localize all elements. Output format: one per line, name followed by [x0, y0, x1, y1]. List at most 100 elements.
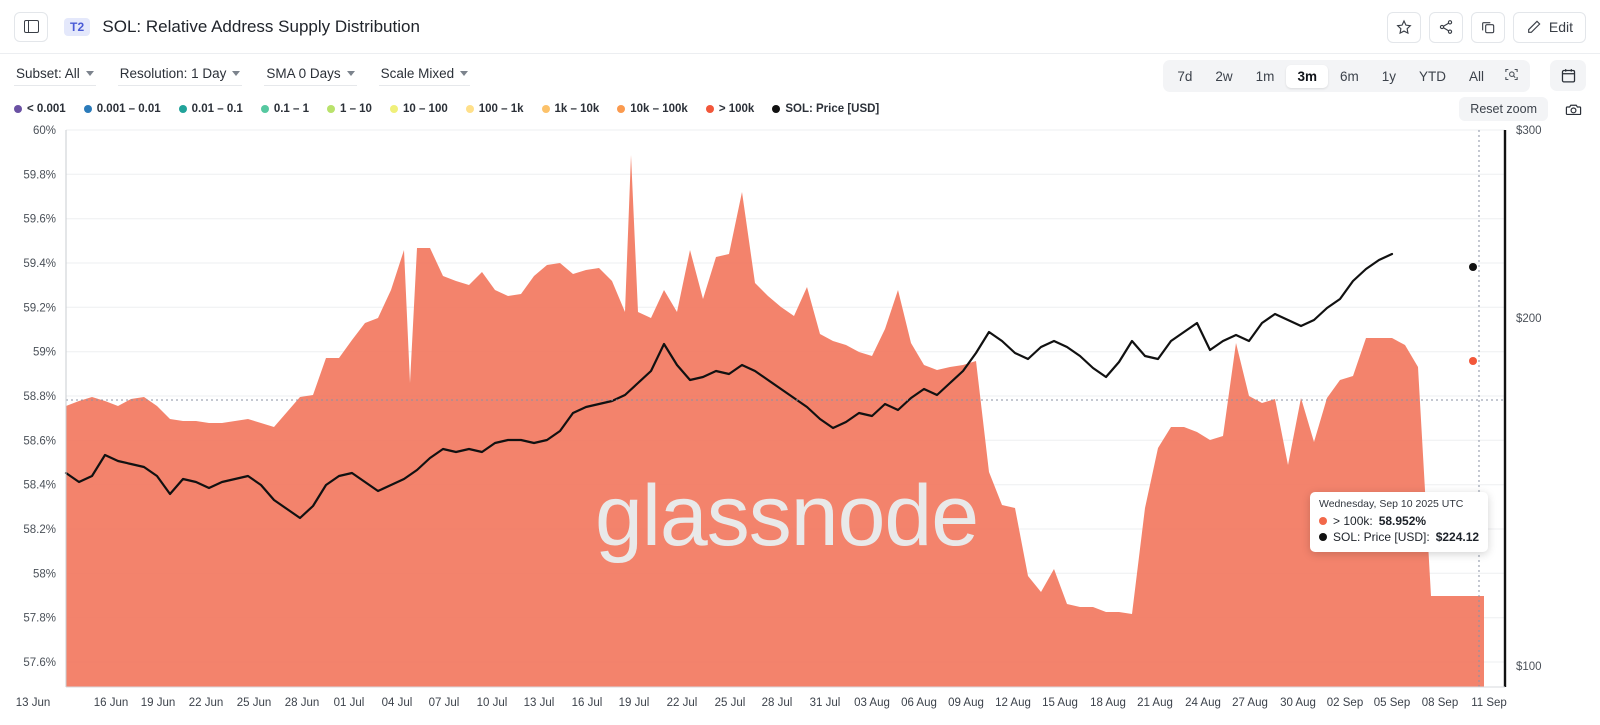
page-title: SOL: Relative Address Supply Distributio…	[102, 16, 420, 36]
chart-area[interactable]: glassnode 60% 59.8%	[0, 122, 1600, 725]
legend-item-1k-10k[interactable]: 1k – 10k	[541, 103, 599, 115]
legend-item-10k-100k[interactable]: 10k – 100k	[617, 103, 688, 115]
svg-text:59.8%: 59.8%	[23, 169, 56, 181]
svg-text:27 Aug: 27 Aug	[1232, 697, 1268, 709]
svg-text:16 Jun: 16 Jun	[94, 697, 129, 709]
chevron-down-icon	[85, 71, 94, 76]
svg-text:22 Jul: 22 Jul	[667, 697, 698, 709]
legend-swatch	[260, 105, 269, 113]
share-button[interactable]	[1428, 11, 1463, 43]
tooltip-value: 58.952%	[1378, 514, 1427, 528]
svg-text:07 Jul: 07 Jul	[429, 697, 460, 709]
star-icon	[1396, 19, 1412, 35]
range-1m[interactable]: 1m	[1255, 68, 1275, 84]
svg-text:04 Jul: 04 Jul	[382, 697, 413, 709]
zoom-select-icon	[1505, 68, 1518, 81]
legend-label: 1 – 10	[339, 103, 372, 115]
legend-item-0001-001[interactable]: 0.001 – 0.01	[83, 103, 161, 115]
svg-text:11 Sep: 11 Sep	[1471, 697, 1507, 709]
legend-label: < 0.001	[27, 103, 66, 115]
range-6m[interactable]: 6m	[1339, 68, 1359, 84]
sma-dropdown[interactable]: SMA 0 Days	[264, 64, 357, 86]
range-3m[interactable]: 3m	[1286, 64, 1328, 88]
x-axis-ticks: 13 Jun 16 Jun 19 Jun 22 Jun 25 Jun 28 Ju…	[16, 697, 1507, 709]
svg-text:13 Jun: 13 Jun	[16, 697, 51, 709]
legend-item-01-1[interactable]: 0.1 – 1	[260, 103, 309, 115]
svg-text:25 Jun: 25 Jun	[237, 697, 272, 709]
scale-dropdown[interactable]: Scale Mixed	[378, 64, 471, 86]
legend-label: SOL: Price [USD]	[785, 103, 880, 115]
zoom-select-button[interactable]	[1496, 63, 1527, 89]
svg-text:60%: 60%	[33, 125, 56, 137]
legend-swatch	[465, 105, 474, 113]
legend-item-1-10[interactable]: 1 – 10	[326, 103, 372, 115]
legend-label: 10 – 100	[402, 103, 448, 115]
tooltip-swatch	[1319, 517, 1327, 525]
series-line-sol-price	[64, 252, 1394, 520]
favorite-button[interactable]	[1386, 11, 1421, 43]
range-1y[interactable]: 1y	[1381, 68, 1396, 84]
chart-legend: < 0.001 0.001 – 0.01 0.01 – 0.1 0.1 – 1 …	[0, 96, 1600, 122]
svg-text:58.4%: 58.4%	[23, 480, 56, 492]
legend-label: 10k – 100k	[630, 103, 688, 115]
svg-text:15 Aug: 15 Aug	[1042, 697, 1078, 709]
legend-item-10-100[interactable]: 10 – 100	[389, 103, 448, 115]
legend-item-001-01[interactable]: 0.01 – 0.1	[178, 103, 243, 115]
reset-zoom-button[interactable]: Reset zoom	[1459, 97, 1548, 121]
sidebar-toggle-button[interactable]	[14, 11, 48, 42]
subset-dropdown[interactable]: Subset: All	[14, 64, 96, 86]
calendar-button[interactable]	[1550, 60, 1586, 91]
range-7d[interactable]: 7d	[1177, 68, 1193, 84]
tooltip-swatch	[1319, 533, 1327, 541]
legend-label: 100 – 1k	[478, 103, 524, 115]
svg-text:25 Jul: 25 Jul	[715, 697, 746, 709]
legend-item-lt-0001[interactable]: < 0.001	[14, 103, 66, 115]
resolution-dropdown-label: Resolution: 1 Day	[119, 66, 227, 81]
svg-text:06 Aug: 06 Aug	[901, 697, 937, 709]
watermark: glassnode	[595, 468, 979, 564]
chart-svg: 60% 59.8% 59.6% 59.4% 59.2% 59% 58.8% 58…	[16, 125, 1542, 709]
svg-text:59%: 59%	[33, 347, 56, 359]
svg-text:24 Aug: 24 Aug	[1185, 697, 1221, 709]
svg-text:58.2%: 58.2%	[23, 524, 56, 536]
sidebar-panel-icon	[23, 20, 39, 33]
svg-text:19 Jul: 19 Jul	[619, 697, 650, 709]
range-2w[interactable]: 2w	[1215, 68, 1233, 84]
series-area-gt100k	[66, 155, 1484, 687]
duplicate-button[interactable]	[1470, 11, 1505, 43]
legend-swatch	[617, 105, 626, 113]
range-ytd[interactable]: YTD	[1418, 68, 1446, 84]
svg-text:03 Aug: 03 Aug	[854, 697, 890, 709]
svg-text:02 Sep: 02 Sep	[1327, 697, 1363, 709]
time-range-selector: 7d 2w 1m 3m 6m 1y YTD All	[1163, 60, 1530, 92]
legend-swatch	[541, 105, 550, 113]
legend-label: 0.1 – 1	[273, 103, 309, 115]
range-all[interactable]: All	[1468, 68, 1484, 84]
legend-label: 0.01 – 0.1	[191, 103, 243, 115]
tooltip-label: > 100k:	[1333, 514, 1373, 528]
svg-text:57.6%: 57.6%	[23, 657, 56, 669]
edit-button[interactable]: Edit	[1512, 11, 1586, 43]
legend-swatch	[326, 105, 335, 113]
sma-dropdown-label: SMA 0 Days	[266, 66, 341, 81]
svg-text:59.4%: 59.4%	[23, 258, 56, 270]
calendar-icon	[1561, 69, 1575, 83]
svg-text:31 Jul: 31 Jul	[810, 697, 841, 709]
legend-item-100-1k[interactable]: 100 – 1k	[465, 103, 524, 115]
chart-tooltip: Wednesday, Sep 10 2025 UTC > 100k: 58.95…	[1310, 492, 1489, 552]
header-bar: T2 SOL: Relative Address Supply Distribu…	[0, 0, 1600, 54]
legend-item-sol-price[interactable]: SOL: Price [USD]	[772, 103, 879, 115]
edit-label: Edit	[1548, 19, 1573, 35]
svg-text:58.6%: 58.6%	[23, 435, 56, 447]
tooltip-row-gt100k: > 100k: 58.952%	[1319, 513, 1479, 529]
tooltip-label: SOL: Price [USD]:	[1333, 530, 1430, 544]
legend-label: 0.001 – 0.01	[96, 103, 161, 115]
svg-text:22 Jun: 22 Jun	[189, 697, 224, 709]
screenshot-button[interactable]	[1560, 98, 1586, 120]
legend-item-gt-100k[interactable]: > 100k	[705, 103, 754, 115]
legend-swatch	[705, 105, 714, 113]
resolution-dropdown[interactable]: Resolution: 1 Day	[117, 64, 243, 86]
cursor-point-price	[1469, 263, 1477, 271]
chevron-down-icon	[232, 71, 241, 76]
legend-swatch	[83, 105, 92, 113]
